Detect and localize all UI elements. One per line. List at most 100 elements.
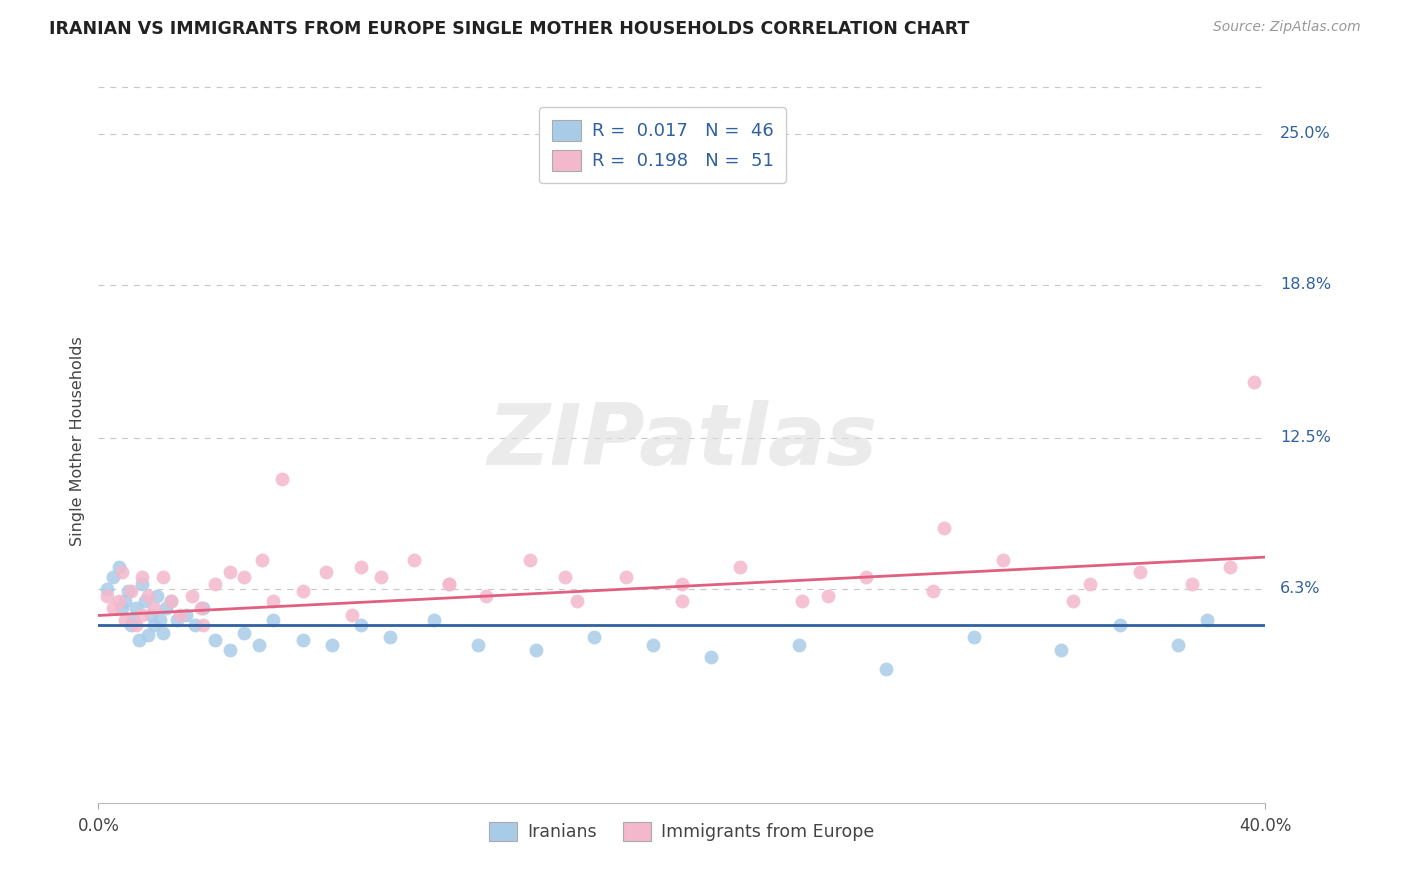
Point — [193, 601, 215, 615]
Point — [962, 631, 984, 645]
Point — [875, 662, 897, 676]
Point — [111, 565, 134, 579]
Point — [136, 628, 159, 642]
Point — [262, 594, 284, 608]
Point — [122, 613, 145, 627]
Point — [291, 632, 314, 647]
Point — [271, 472, 294, 486]
Point — [117, 584, 139, 599]
Text: 25.0%: 25.0% — [1279, 127, 1330, 141]
Point — [1050, 642, 1073, 657]
Point — [169, 608, 191, 623]
Point — [142, 601, 165, 615]
Point — [152, 569, 174, 583]
Point — [1195, 613, 1218, 627]
Point — [204, 577, 226, 591]
Point — [125, 601, 148, 615]
Point — [321, 638, 343, 652]
Point — [101, 601, 124, 615]
Point — [131, 608, 153, 623]
Point — [1108, 618, 1130, 632]
Point — [114, 594, 136, 608]
Point — [183, 618, 205, 632]
Point — [146, 589, 169, 603]
Point — [1181, 577, 1204, 591]
Point — [671, 594, 693, 608]
Point — [554, 569, 576, 583]
Point — [1129, 565, 1152, 579]
Point — [475, 589, 498, 603]
Point — [114, 613, 136, 627]
Point — [149, 613, 172, 627]
Point — [111, 601, 134, 615]
Point — [291, 584, 314, 599]
Text: ZIPatlas: ZIPatlas — [486, 400, 877, 483]
Point — [193, 618, 215, 632]
Point — [233, 625, 256, 640]
Point — [131, 577, 153, 591]
Text: 6.3%: 6.3% — [1279, 582, 1320, 596]
Point — [120, 584, 142, 599]
Point — [700, 649, 723, 664]
Point — [136, 589, 159, 603]
Point — [108, 594, 131, 608]
Point — [991, 552, 1014, 566]
Point — [174, 608, 197, 623]
Point — [921, 584, 943, 599]
Point — [134, 594, 156, 608]
Point — [1219, 559, 1241, 574]
Point — [437, 577, 460, 591]
Point — [218, 565, 240, 579]
Point — [370, 569, 392, 583]
Point — [817, 589, 839, 603]
Point — [519, 552, 541, 566]
Point — [641, 638, 664, 652]
Point — [204, 632, 226, 647]
Point — [467, 638, 489, 652]
Point — [350, 559, 373, 574]
Point — [1243, 375, 1265, 389]
Point — [671, 577, 693, 591]
Point — [218, 642, 240, 657]
Point — [166, 613, 188, 627]
Point — [315, 565, 337, 579]
Point — [437, 577, 460, 591]
Point — [108, 559, 131, 574]
Point — [101, 569, 124, 583]
Text: 12.5%: 12.5% — [1279, 431, 1331, 445]
Point — [934, 521, 956, 535]
Point — [262, 613, 284, 627]
Point — [1167, 638, 1189, 652]
Point — [565, 594, 588, 608]
Point — [233, 569, 256, 583]
Point — [96, 589, 118, 603]
Point — [342, 608, 364, 623]
Point — [250, 552, 273, 566]
Point — [142, 618, 165, 632]
Y-axis label: Single Mother Households: Single Mother Households — [69, 336, 84, 547]
Point — [155, 601, 177, 615]
Point — [1080, 577, 1102, 591]
Point — [247, 638, 270, 652]
Text: Source: ZipAtlas.com: Source: ZipAtlas.com — [1213, 20, 1361, 34]
Legend: Iranians, Immigrants from Europe: Iranians, Immigrants from Europe — [482, 815, 882, 848]
Point — [160, 594, 183, 608]
Point — [96, 582, 118, 596]
Point — [855, 569, 877, 583]
Text: IRANIAN VS IMMIGRANTS FROM EUROPE SINGLE MOTHER HOUSEHOLDS CORRELATION CHART: IRANIAN VS IMMIGRANTS FROM EUROPE SINGLE… — [49, 20, 970, 37]
Point — [131, 569, 153, 583]
Point — [160, 594, 183, 608]
Point — [350, 618, 373, 632]
Point — [402, 552, 425, 566]
Point — [190, 601, 212, 615]
Point — [180, 589, 202, 603]
Point — [125, 618, 148, 632]
Point — [128, 632, 150, 647]
Point — [616, 569, 638, 583]
Point — [120, 618, 142, 632]
Point — [524, 642, 547, 657]
Point — [787, 638, 810, 652]
Point — [1062, 594, 1084, 608]
Point — [583, 631, 606, 645]
Point — [139, 608, 162, 623]
